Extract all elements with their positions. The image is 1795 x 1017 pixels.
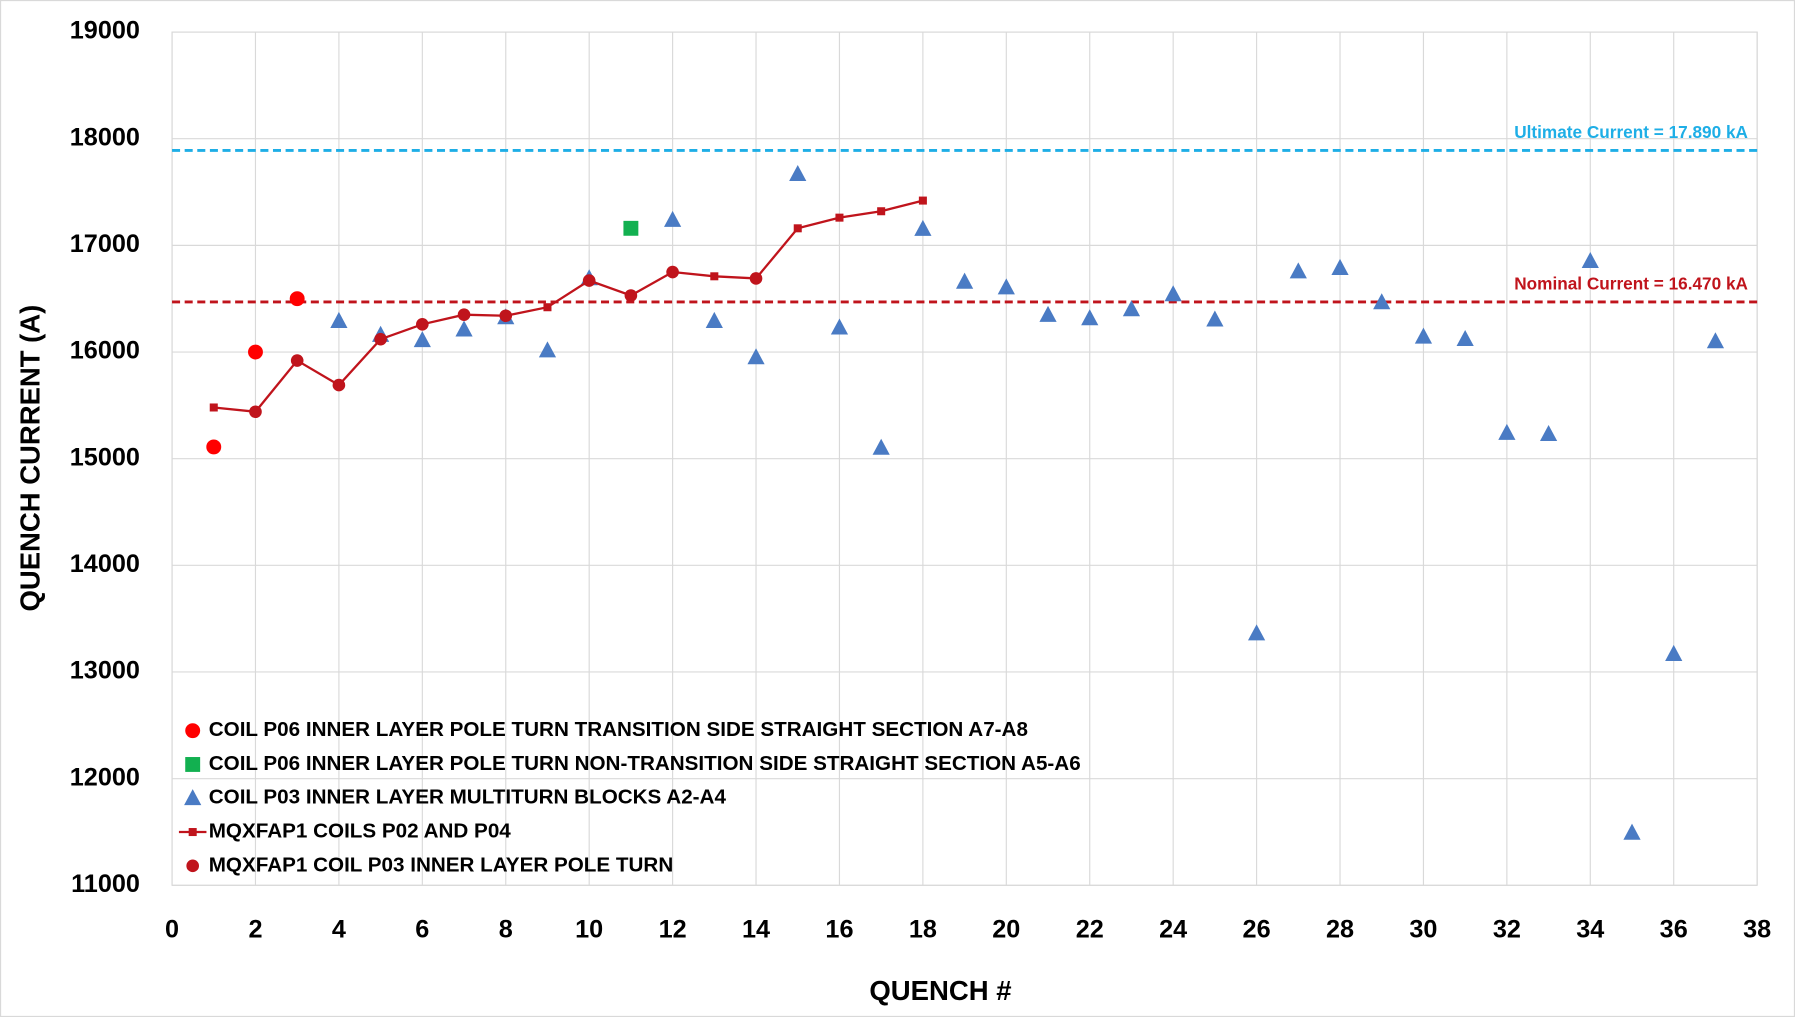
data-point <box>457 308 471 321</box>
x-tick-label: 16 <box>825 916 853 944</box>
x-tick-label: 10 <box>575 916 603 944</box>
data-point <box>1122 300 1141 317</box>
data-point <box>332 378 346 392</box>
data-point <box>872 438 890 455</box>
y-tick-label: 19000 <box>70 17 140 45</box>
y-tick-label: 16000 <box>70 337 140 365</box>
data-point <box>249 405 262 419</box>
data-point <box>1456 329 1474 346</box>
x-tick-label: 12 <box>659 916 687 944</box>
data-point <box>1247 624 1266 641</box>
data-point <box>918 196 927 205</box>
legend-label: COIL P06 INNER LAYER POLE TURN TRANSITIO… <box>209 718 1028 741</box>
data-point <box>624 289 638 302</box>
legend-label: COIL P03 INNER LAYER MULTITURN BLOCKS A2… <box>209 786 727 809</box>
x-tick-label: 8 <box>499 916 513 944</box>
x-tick-label: 28 <box>1326 916 1354 944</box>
y-tick-label: 14000 <box>70 550 140 578</box>
x-tick-label: 18 <box>909 916 937 944</box>
data-point <box>1623 823 1641 840</box>
data-point <box>1539 424 1558 442</box>
data-point <box>1039 305 1057 322</box>
legend-marker <box>185 723 201 739</box>
x-tick-label: 36 <box>1660 916 1688 944</box>
x-tick-label: 14 <box>742 916 770 944</box>
data-point <box>997 278 1015 295</box>
data-point <box>835 213 844 222</box>
data-point <box>1081 309 1099 326</box>
legend-marker <box>188 828 197 837</box>
x-tick-label: 22 <box>1076 916 1104 944</box>
series-line <box>213 199 924 413</box>
data-point <box>416 317 429 331</box>
data-point <box>206 439 222 455</box>
data-point <box>710 272 719 281</box>
data-point <box>538 341 557 358</box>
data-point <box>1498 423 1516 440</box>
x-tick-label: 24 <box>1159 916 1187 944</box>
x-tick-label: 4 <box>332 916 346 944</box>
data-point <box>749 272 763 285</box>
data-point <box>1331 258 1349 275</box>
data-point <box>289 291 305 307</box>
data-point <box>413 331 431 348</box>
data-point <box>664 210 682 227</box>
data-point <box>582 274 596 287</box>
legend-marker <box>184 789 202 806</box>
data-point <box>747 348 765 365</box>
data-point <box>914 219 932 236</box>
legend-label: MQXFAP1 COILS P02 AND P04 <box>209 820 512 843</box>
data-point <box>1706 332 1725 349</box>
data-point <box>330 311 348 328</box>
data-point <box>705 311 723 328</box>
x-tick-label: 32 <box>1493 916 1521 944</box>
x-tick-label: 34 <box>1576 916 1604 944</box>
y-axis-label: QUENCH CURRENT (A) <box>14 305 45 612</box>
data-point <box>1373 293 1391 310</box>
data-point <box>666 265 679 279</box>
data-point <box>623 220 639 236</box>
y-tick-label: 17000 <box>70 230 140 258</box>
data-point <box>830 318 849 335</box>
reference-label: Ultimate Current = 17.890 kA <box>1514 122 1748 142</box>
data-point <box>248 344 263 360</box>
y-tick-label: 12000 <box>70 763 140 791</box>
x-axis-label: QUENCH # <box>869 975 1011 1006</box>
x-tick-label: 6 <box>415 916 429 944</box>
data-point <box>955 272 974 289</box>
y-tick-label: 18000 <box>70 123 140 151</box>
reference-label: Nominal Current = 16.470 kA <box>1514 273 1748 293</box>
data-point <box>374 332 387 346</box>
data-point <box>499 309 513 323</box>
data-point <box>1164 285 1182 302</box>
x-tick-label: 0 <box>165 916 179 944</box>
legend-marker <box>186 859 199 873</box>
data-point <box>1289 262 1307 279</box>
legend-label: MQXFAP1 COIL P03 INNER LAYER POLE TURN <box>209 853 673 876</box>
data-point <box>543 303 552 312</box>
data-point <box>209 403 218 412</box>
x-tick-label: 20 <box>992 916 1020 944</box>
x-tick-label: 2 <box>248 916 262 944</box>
data-point <box>455 320 473 337</box>
data-point <box>290 354 304 367</box>
y-tick-label: 13000 <box>70 657 140 685</box>
data-point <box>1206 310 1224 327</box>
x-tick-label: 30 <box>1409 916 1437 944</box>
x-tick-label: 26 <box>1243 916 1271 944</box>
data-point <box>1665 644 1683 661</box>
data-point <box>1414 327 1433 344</box>
y-tick-label: 11000 <box>71 870 140 898</box>
y-tick-label: 15000 <box>70 443 140 471</box>
legend-marker <box>185 757 201 772</box>
legend-label: COIL P06 INNER LAYER POLE TURN NON-TRANS… <box>209 752 1081 775</box>
data-point <box>1581 251 1599 269</box>
data-point <box>877 207 886 216</box>
data-point <box>789 164 807 182</box>
data-point <box>793 224 802 233</box>
x-tick-label: 38 <box>1743 916 1771 944</box>
